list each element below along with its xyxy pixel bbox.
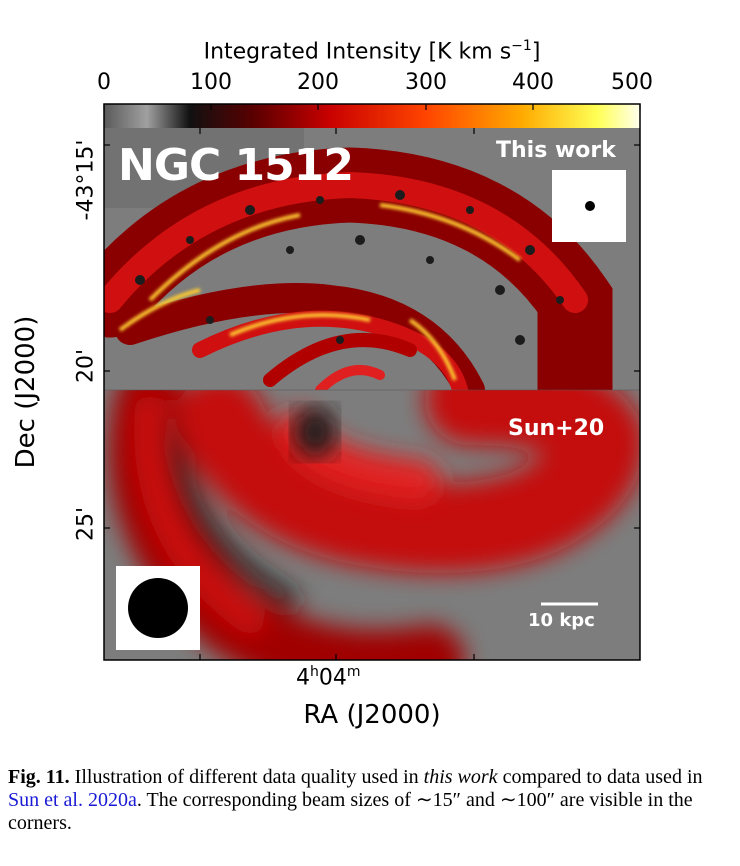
colorbar-tick-label: 100 [190,70,232,95]
caption-emphasis: this work [423,766,498,788]
caption-text: . The corresponding beam sizes of ∼15″ a… [8,789,693,834]
colorbar-tick-label: 300 [405,70,447,95]
colorbar-title: Integrated Intensity [K km s−1] [104,38,640,64]
caption-text: compared to data used in [497,766,703,788]
bottom-panel-label: Sun+20 [508,416,605,441]
galaxy-name: NGC 1512 [118,140,354,191]
bottom-panel-image [104,390,640,660]
caption-text: Illustration of different data quality u… [69,766,424,788]
beam-bottom [128,578,188,638]
caption-label: Fig. 11. [8,766,70,788]
colorbar-tick-label: 200 [297,70,339,95]
colorbar-tick-label: 500 [611,70,653,95]
dec-tick-label: 25' [73,506,99,542]
colorbar-gradient [104,104,640,128]
ra-tick-hours: 4 [296,665,310,691]
colorbar-tick-label: 0 [97,70,111,95]
colorbar-title-text: Integrated Intensity [K km s [203,39,512,65]
beam-top [585,201,595,211]
colorbar [103,104,641,128]
colorbar-tick-label: 400 [512,70,554,95]
caption-reference-link[interactable]: Sun et al. 2020a [8,789,137,811]
ra-tick-hours-unit: h [310,664,319,680]
axes-frame [103,103,641,661]
top-panel-image [104,128,640,390]
figure-graphic [103,103,641,661]
x-axis-label: RA (J2000) [303,700,441,730]
ra-tick-minutes: 04 [318,665,347,691]
y-axis-label: Dec (J2000) [11,315,41,469]
figure-caption: Fig. 11. Illustration of different data … [8,766,733,835]
colorbar-title-exponent: −1 [511,38,532,54]
ra-tick-minutes-unit: m [346,664,361,680]
axes-ticks [104,128,640,660]
dec-tick-label: -43°15' [73,139,99,221]
colorbar-title-end: ] [531,39,541,65]
dec-tick-label: 20' [73,348,99,384]
top-panel-holes [135,190,564,345]
ra-tick-label: 4h04m [296,664,361,690]
top-panel-label: This work [496,138,616,163]
scale-bar-label: 10 kpc [528,610,595,631]
